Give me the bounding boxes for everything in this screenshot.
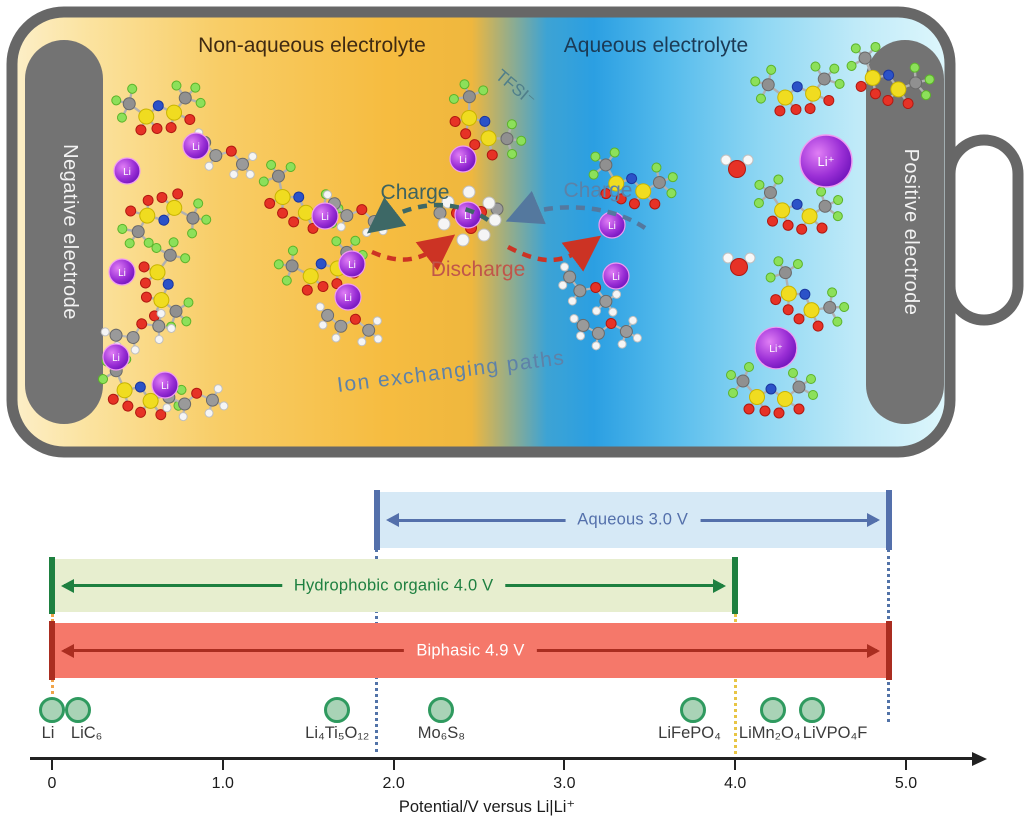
discharge-arrow-left [371, 234, 456, 271]
band-aqueous: Aqueous 3.0 V [373, 490, 892, 550]
point-label-3: Li₄Ti₅O₁₂ [305, 724, 370, 742]
ebar-r-aqueous [885, 490, 892, 550]
ah-l-organic [61, 578, 74, 593]
x-axis-tick-label-1.0: 1.0 [211, 775, 234, 792]
point-label-2: LiC₆ [70, 724, 103, 742]
battery-schematic: Li Li⁺ Negative electrode Positive elect… [6, 6, 1024, 458]
band-biphasic: Biphasic 4.9 V [49, 621, 892, 680]
point-label-5: LiFePO₄ [658, 724, 721, 742]
data-point-5 [679, 697, 706, 723]
point-label-4: Mo₆S₈ [417, 724, 466, 742]
x-axis-tick-1.0 [221, 758, 224, 770]
x-axis-tick-3.0 [563, 758, 566, 770]
x-axis-arrowhead [972, 751, 987, 766]
data-point-3 [324, 697, 351, 723]
guide-line-4v [733, 614, 737, 760]
band-label-organic: Hydrophobic organic 4.0 V [281, 576, 506, 595]
negative-electrode-bar [25, 40, 103, 424]
discharge-arrow-right [506, 235, 602, 272]
positive-electrode-bar [866, 40, 944, 424]
data-point-6 [759, 697, 786, 723]
ebar-l-biphasic [49, 621, 55, 680]
ebar-l-aqueous [373, 490, 380, 550]
ah-l-aqueous [385, 513, 399, 527]
ah-l-biphasic [61, 643, 74, 658]
x-axis-tick-5.0 [905, 758, 907, 770]
x-axis-tick-4.0 [734, 758, 737, 770]
x-axis-tick-0 [51, 758, 53, 770]
ah-r-biphasic [866, 643, 880, 658]
ah-r-aqueous [866, 513, 880, 527]
charge-label-right: Charge [564, 179, 633, 202]
positive-electrode-label: Positive electrode [900, 149, 922, 316]
data-point-7 [799, 697, 826, 723]
point-label-1: Li [41, 724, 55, 742]
band-label-biphasic: Biphasic 4.9 V [404, 641, 537, 660]
solvated-li-cluster [433, 185, 504, 247]
point-label-6: LiMn₂O₄ [738, 724, 801, 742]
charge-arrow-right [505, 190, 647, 230]
nonaqueous-title: Non-aqueous electrolyte [198, 34, 426, 57]
band-organic: Hydrophobic organic 4.0 V [49, 557, 739, 614]
x-axis-tick-label-2.0: 2.0 [382, 775, 405, 792]
x-axis-tick-2.0 [392, 758, 395, 770]
aqueous-title: Aqueous electrolyte [564, 34, 748, 57]
x-axis-tick-label-5.0: 5.0 [894, 775, 918, 792]
data-point-2 [64, 697, 91, 723]
data-point-4 [428, 697, 455, 723]
discharge-label: Discharge [431, 258, 526, 281]
molecule-layer [87, 33, 943, 431]
x-axis-tick-label-4.0: 4.0 [724, 775, 747, 792]
x-axis-title: Potential/V versus Li|Li⁺ [398, 798, 576, 816]
ebar-r-biphasic [885, 621, 892, 680]
data-point-1 [39, 697, 65, 723]
charge-label-left: Charge [381, 181, 450, 204]
ebar-l-organic [49, 557, 55, 614]
x-axis-tick-label-3.0: 3.0 [553, 775, 576, 792]
negative-electrode-label: Negative electrode [59, 144, 81, 320]
x-axis-tick-label-0: 0 [47, 775, 57, 792]
ebar-r-organic [732, 557, 739, 614]
x-axis-line [30, 757, 974, 760]
point-label-7: LiVPO₄F [802, 724, 868, 742]
band-label-aqueous: Aqueous 3.0 V [565, 510, 701, 530]
ah-r-organic [713, 578, 727, 593]
